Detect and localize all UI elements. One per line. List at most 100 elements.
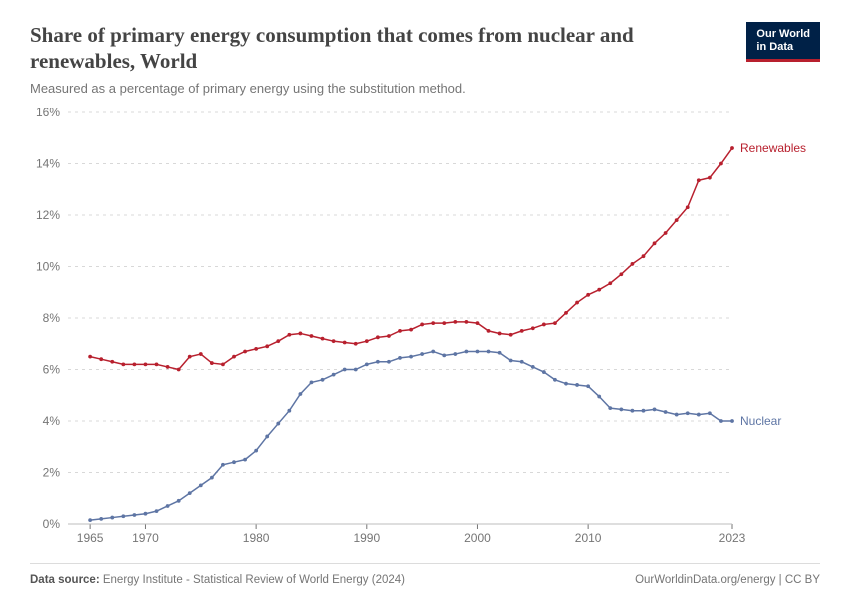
data-point — [365, 339, 369, 343]
data-point — [121, 514, 125, 518]
data-point — [708, 411, 712, 415]
y-axis-label: 0% — [43, 517, 61, 531]
data-point — [553, 378, 557, 382]
data-point — [442, 353, 446, 357]
data-point — [453, 352, 457, 356]
data-point — [664, 410, 668, 414]
data-point — [343, 368, 347, 372]
series-label-nuclear: Nuclear — [740, 414, 781, 428]
y-axis-label: 12% — [36, 208, 60, 222]
data-point — [586, 384, 590, 388]
data-point — [719, 419, 723, 423]
source-text: Energy Institute - Statistical Review of… — [100, 574, 405, 586]
data-point — [586, 293, 590, 297]
series-label-renewables: Renewables — [740, 141, 806, 155]
data-point — [210, 476, 214, 480]
data-point — [409, 328, 413, 332]
data-point — [387, 360, 391, 364]
data-point — [188, 491, 192, 495]
data-point — [531, 365, 535, 369]
data-point — [376, 360, 380, 364]
chart-subtitle: Measured as a percentage of primary ener… — [30, 81, 820, 96]
data-point — [553, 321, 557, 325]
data-point — [310, 380, 314, 384]
data-point — [243, 350, 247, 354]
data-point — [287, 409, 291, 413]
data-point — [719, 162, 723, 166]
data-point — [299, 332, 303, 336]
data-point — [110, 516, 114, 520]
data-point — [232, 460, 236, 464]
data-point — [221, 362, 225, 366]
attribution: OurWorldinData.org/energy | CC BY — [635, 574, 820, 586]
data-point — [310, 334, 314, 338]
source-label: Data source: — [30, 574, 100, 586]
y-axis-label: 14% — [36, 157, 60, 171]
data-point — [210, 361, 214, 365]
data-point — [299, 392, 303, 396]
data-point — [476, 350, 480, 354]
data-point — [476, 321, 480, 325]
data-point — [177, 499, 181, 503]
data-point — [254, 347, 258, 351]
x-axis-label: 1965 — [77, 531, 104, 545]
data-point — [199, 352, 203, 356]
y-axis-label: 8% — [43, 311, 61, 325]
data-point — [332, 339, 336, 343]
data-point — [398, 356, 402, 360]
data-point — [642, 254, 646, 258]
data-point — [221, 463, 225, 467]
series-line-nuclear — [90, 351, 732, 520]
x-axis-label: 1990 — [353, 531, 380, 545]
data-point — [487, 329, 491, 333]
header: Share of primary energy consumption that… — [0, 0, 850, 96]
data-point — [708, 176, 712, 180]
data-point — [730, 419, 734, 423]
data-point — [276, 422, 280, 426]
data-point — [420, 352, 424, 356]
data-point — [442, 321, 446, 325]
data-point — [597, 395, 601, 399]
data-point — [155, 362, 159, 366]
data-point — [287, 333, 291, 337]
data-point — [121, 362, 125, 366]
data-point — [431, 321, 435, 325]
footer: Data source: Energy Institute - Statisti… — [30, 563, 820, 586]
data-point — [99, 357, 103, 361]
data-point — [619, 272, 623, 276]
line-chart: 0%2%4%6%8%10%12%14%16%196519701980199020… — [30, 108, 820, 550]
data-point — [597, 288, 601, 292]
data-point — [487, 350, 491, 354]
x-axis-label: 2023 — [719, 531, 746, 545]
y-axis-label: 2% — [43, 466, 61, 480]
data-point — [354, 368, 358, 372]
series-line-renewables — [90, 148, 732, 369]
data-point — [420, 323, 424, 327]
data-point — [265, 435, 269, 439]
chart-area: 0%2%4%6%8%10%12%14%16%196519701980199020… — [30, 108, 820, 550]
data-point — [509, 333, 513, 337]
data-point — [133, 362, 137, 366]
data-point — [321, 378, 325, 382]
data-point — [144, 362, 148, 366]
chart-title: Share of primary energy consumption that… — [30, 22, 710, 75]
logo-line-1: Our World — [756, 28, 810, 40]
data-point — [520, 360, 524, 364]
data-point — [642, 409, 646, 413]
data-point — [465, 320, 469, 324]
x-axis-label: 2000 — [464, 531, 491, 545]
owid-logo: Our World in Data — [746, 22, 820, 62]
data-point — [520, 329, 524, 333]
data-point — [276, 339, 280, 343]
data-point — [88, 518, 92, 522]
data-point — [88, 355, 92, 359]
data-point — [199, 483, 203, 487]
data-point — [631, 262, 635, 266]
data-point — [498, 351, 502, 355]
data-point — [365, 362, 369, 366]
data-point — [321, 337, 325, 341]
data-point — [564, 382, 568, 386]
x-axis-label: 2010 — [575, 531, 602, 545]
data-point — [387, 334, 391, 338]
data-point — [465, 350, 469, 354]
